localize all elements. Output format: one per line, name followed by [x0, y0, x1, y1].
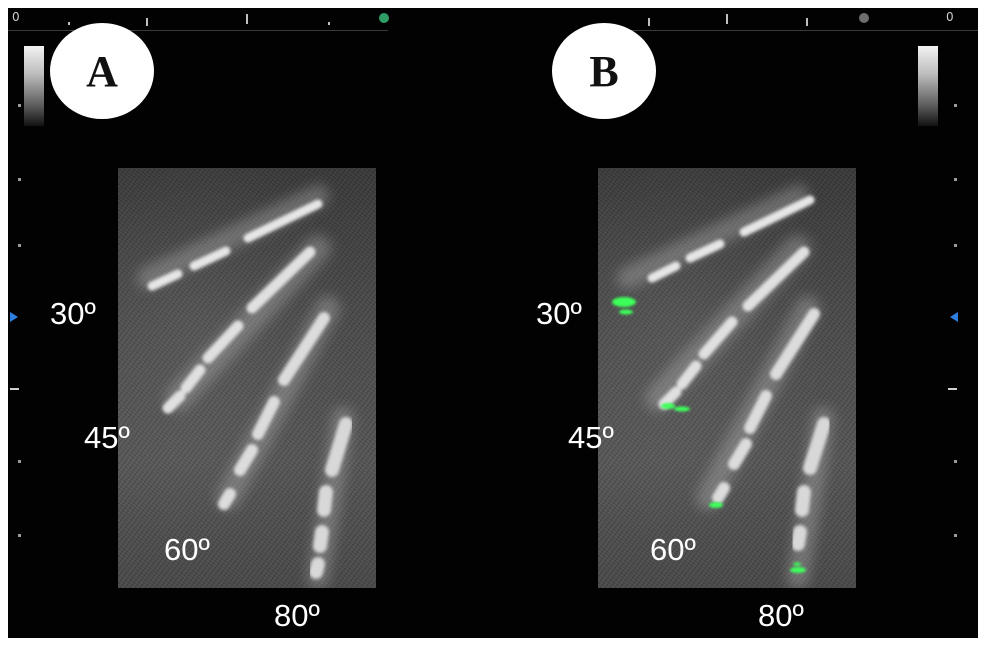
echo-segment [803, 417, 831, 475]
echo-segment [218, 488, 236, 510]
top-tick [806, 18, 808, 26]
blue-triangle-icon [950, 312, 958, 322]
focus-dot-icon [379, 13, 389, 23]
side-tick [18, 534, 21, 537]
tip-highlight-80 [793, 562, 801, 566]
echo-segment [658, 386, 682, 410]
tip-highlight-45 [674, 406, 690, 412]
side-tick [954, 244, 957, 247]
tip-highlight-45 [661, 403, 675, 409]
ultrasound-image-b [598, 168, 856, 588]
needle-echoes-b [612, 185, 834, 588]
angle-label-45-a: 45º [84, 420, 130, 455]
side-tick [18, 104, 21, 107]
tip-highlight-80 [790, 567, 806, 573]
echo-segment [252, 396, 280, 440]
echo-segment [728, 438, 752, 470]
echo-segment [278, 312, 330, 386]
angle-label-30-b: 30º [536, 296, 582, 331]
echo-segment [685, 239, 725, 263]
echo-segment [147, 269, 183, 291]
tip-highlight-30 [612, 297, 636, 307]
scale-zero-left: 0 [12, 10, 20, 24]
echo-segment [189, 246, 231, 271]
echo-segment [325, 417, 353, 477]
top-tick [726, 14, 728, 24]
top-tick [648, 18, 650, 26]
side-tick [954, 104, 957, 107]
echo-segment [647, 261, 681, 283]
side-tick [954, 178, 957, 181]
panel-label-a: A [50, 23, 154, 119]
echo-segment [202, 320, 244, 364]
echo-segment [795, 485, 811, 517]
echo-segment [712, 482, 730, 504]
side-tick [954, 460, 957, 463]
echo-segment [770, 308, 820, 380]
side-dash [948, 388, 957, 390]
side-tick [954, 534, 957, 537]
ultrasound-figure: 0 0 A [8, 8, 978, 638]
echo-segment [309, 557, 325, 579]
angle-label-80-a: 80º [274, 598, 320, 633]
side-tick [18, 178, 21, 181]
echo-segment [739, 195, 815, 237]
top-scale-right [598, 30, 978, 31]
blue-triangle-icon [10, 312, 18, 322]
echo-segment [791, 525, 807, 551]
echo-segment [313, 525, 329, 553]
tip-highlight-30 [619, 309, 633, 315]
echo-segment [698, 316, 738, 360]
scale-zero-right: 0 [946, 10, 954, 24]
top-tick [328, 22, 330, 25]
angle-label-45-b: 45º [568, 420, 614, 455]
top-tick [146, 18, 148, 26]
tip-highlight-60 [709, 502, 723, 508]
angle-label-60-a: 60º [164, 532, 210, 567]
angle-label-30-a: 30º [50, 296, 96, 331]
echo-segment [742, 246, 810, 312]
echo-segment [234, 444, 258, 476]
angle-label-80-b: 80º [758, 598, 804, 633]
side-tick [18, 244, 21, 247]
needle-echoes-a [137, 185, 354, 588]
echo-segment [676, 360, 702, 390]
top-tick [68, 22, 70, 25]
echo-segment [243, 199, 323, 243]
angle-label-60-b: 60º [650, 532, 696, 567]
top-tick [246, 14, 248, 24]
focus-dot-icon [859, 13, 869, 23]
echo-segment [744, 390, 772, 434]
grayscale-bar-left [24, 46, 44, 126]
side-dash [10, 388, 19, 390]
echo-segment [317, 485, 333, 517]
top-scale-left [8, 30, 388, 31]
echo-segment [180, 364, 206, 394]
side-tick [18, 460, 21, 463]
echo-segment [162, 390, 186, 414]
grayscale-bar-right [918, 46, 938, 126]
echo-segment [246, 246, 316, 314]
ultrasound-image-a [118, 168, 376, 588]
panel-label-b: B [552, 23, 656, 119]
